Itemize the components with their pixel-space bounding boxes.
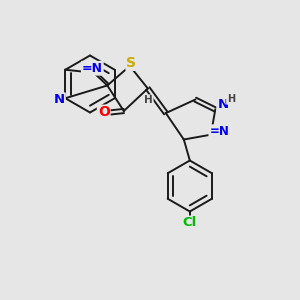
Text: Cl: Cl <box>183 216 197 230</box>
Text: O: O <box>98 106 110 119</box>
Text: =N: =N <box>209 125 229 138</box>
Text: S: S <box>126 56 136 70</box>
Text: H: H <box>227 94 235 104</box>
Text: N: N <box>54 93 65 106</box>
Text: =N: =N <box>82 62 103 75</box>
Text: N: N <box>217 98 228 111</box>
Text: H: H <box>144 95 153 105</box>
